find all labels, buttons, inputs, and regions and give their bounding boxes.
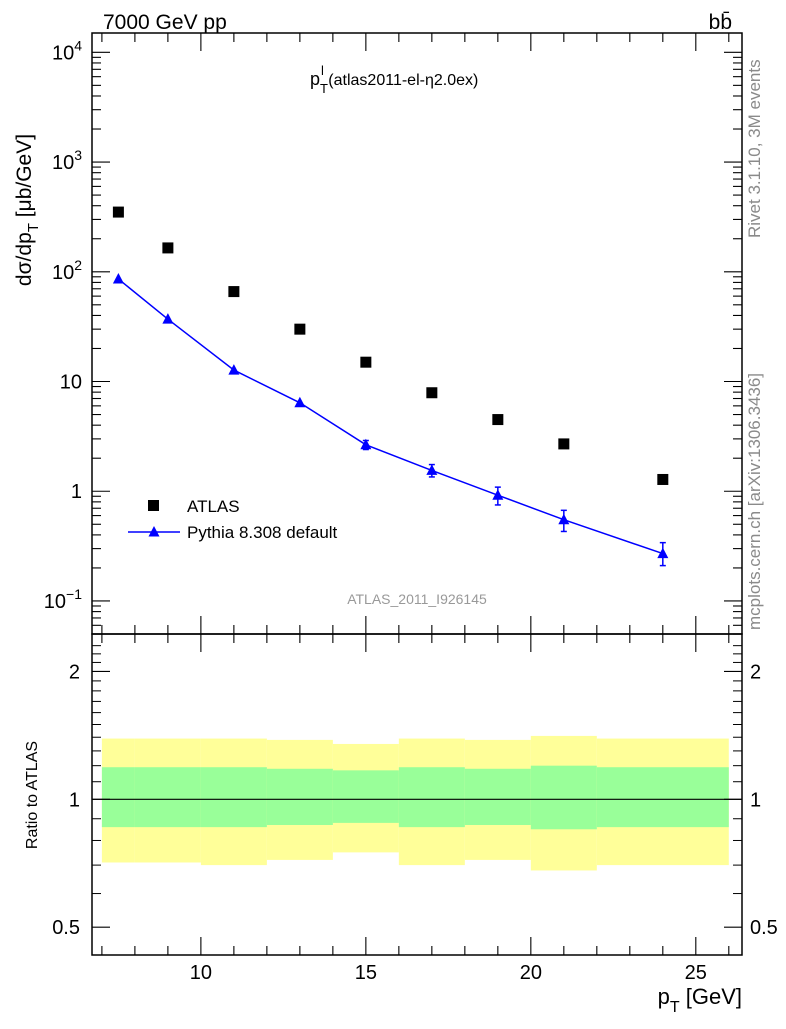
main-series [112,206,669,567]
atlas-point-7 [558,438,570,450]
x-axis-label: pT [GeV] [658,984,742,1016]
ratio-inner-band-8 [596,767,729,828]
atlas-point-0 [112,206,124,218]
main-ytick-label-2: 10 [60,372,82,394]
ratio-ytick-label-right-1: 1 [750,789,761,811]
atlas-point-4 [360,356,372,368]
legend-pythia-marker [148,526,160,537]
ratio-ytick-label-right-2: 2 [750,661,761,683]
x-tick-label-25: 25 [685,962,707,984]
legend: ATLAS Pythia 8.308 default [128,497,338,542]
ratio-bands [101,735,729,871]
pythia-point-7 [558,513,570,525]
atlas-point-2 [228,286,240,298]
ratio-inner-band-4 [332,770,399,823]
pythia-point-2 [228,364,240,375]
ratio-inner-band-3 [266,768,333,825]
pythia-point-4 [360,438,372,450]
mcplots-label: mcplots.cern.ch [arXiv:1306.3436] [745,372,764,630]
ratio-inner-band-1 [134,767,201,828]
main-frame [91,32,743,635]
pythia-point-1 [162,313,174,324]
pythia-point-0 [112,272,124,284]
atlas-point-8 [657,473,669,485]
pythia-point-6 [492,489,504,500]
process-label: bb̄ [709,11,732,34]
main-title: pTl (atlas2011-el-η2.0ex) [310,63,478,96]
main-ytick-label-1: 1 [71,481,82,503]
rivet-label: Rivet 3.1.10, 3M events [745,59,764,238]
atlas-point-3 [294,323,306,335]
main-ytick-label-4: 103 [52,147,82,174]
x-tick-label-20: 20 [520,962,542,984]
main-ytick-label-5: 104 [52,37,82,64]
ratio-ytick-label-left-0: 0.5 [52,917,80,939]
main-axes: 10−1 1 10 102 103 104 [44,32,743,635]
ratio-ytick-label-left-2: 2 [69,661,80,683]
atlas-point-6 [492,414,504,426]
x-tick-label-10: 10 [190,962,212,984]
main-ytick-label-0: 10−1 [44,586,82,613]
ratio-ylabel: Ratio to ATLAS [24,741,41,849]
analysis-watermark: ATLAS_2011_I926145 [347,591,487,607]
main-ylabel: dσ/dpT [μb/GeV] [13,134,42,286]
legend-atlas-marker [148,500,159,511]
legend-atlas-label: ATLAS [187,497,240,516]
ratio-inner-band-5 [398,767,465,828]
ratio-ytick-label-left-1: 1 [69,789,80,811]
x-tick-label-15: 15 [355,962,377,984]
atlas-point-1 [162,242,174,254]
ratio-inner-band-0 [101,767,135,828]
atlas-point-5 [426,387,438,399]
pythia-point-3 [294,396,306,408]
ratio-inner-band-7 [530,765,597,830]
energy-label: 7000 GeV pp [103,11,227,34]
legend-pythia-label: Pythia 8.308 default [187,523,338,542]
ratio-ytick-label-right-0: 0.5 [750,917,778,939]
main-ytick-label-3: 102 [52,257,82,284]
ratio-inner-band-2 [200,767,267,828]
pythia-point-8 [657,547,669,559]
pythia-point-5 [426,464,438,475]
ratio-inner-band-6 [464,768,531,825]
